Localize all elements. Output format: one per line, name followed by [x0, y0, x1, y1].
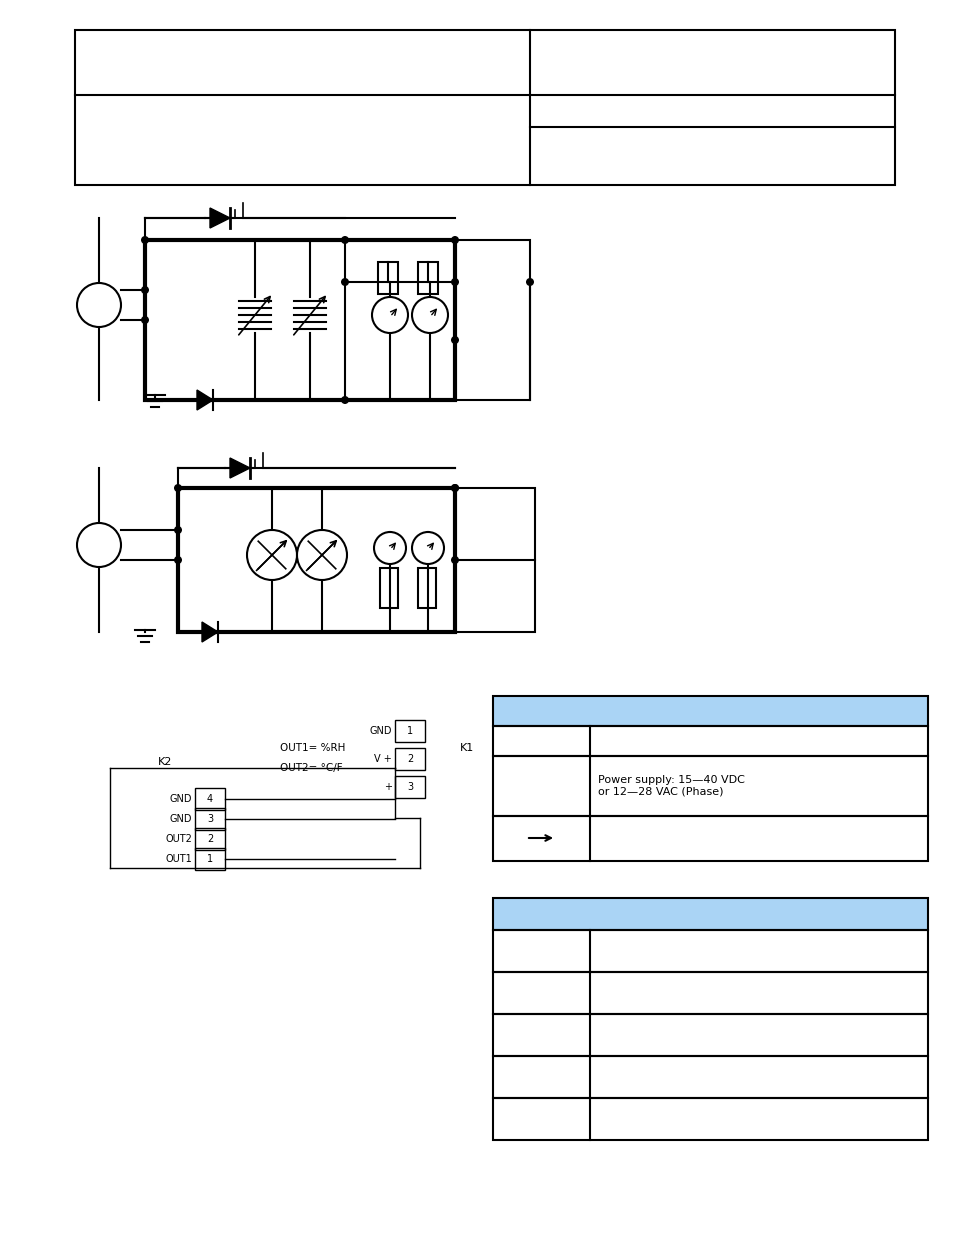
Bar [455, 240, 530, 400]
Polygon shape [210, 207, 230, 228]
Bar [194, 848, 225, 869]
Circle shape [173, 556, 182, 564]
Bar [145, 240, 455, 400]
Bar [493, 1098, 927, 1140]
Bar [455, 488, 535, 632]
Text: GND: GND [170, 814, 192, 824]
Circle shape [247, 530, 296, 580]
Text: OUT1: OUT1 [165, 853, 192, 864]
Text: GND: GND [170, 794, 192, 804]
Circle shape [372, 296, 408, 333]
Circle shape [451, 336, 458, 345]
Circle shape [451, 278, 458, 287]
Bar [178, 488, 455, 632]
Text: OUT2= °C/F: OUT2= °C/F [280, 763, 342, 773]
Circle shape [525, 278, 534, 287]
Polygon shape [230, 458, 250, 478]
Text: K2: K2 [157, 757, 172, 767]
Text: Power supply: 15—40 VDC
or 12—28 VAC (Phase): Power supply: 15—40 VDC or 12—28 VAC (Ph… [598, 776, 744, 797]
Circle shape [141, 316, 149, 324]
Circle shape [451, 556, 458, 564]
Bar [493, 756, 927, 816]
Circle shape [173, 526, 182, 534]
Circle shape [141, 287, 149, 294]
Circle shape [340, 236, 349, 245]
Text: 2: 2 [406, 755, 413, 764]
Bar [417, 262, 437, 294]
Circle shape [340, 278, 349, 287]
Text: V +: V + [374, 755, 392, 764]
Bar [493, 726, 927, 756]
Text: OUT2: OUT2 [165, 834, 192, 844]
Polygon shape [202, 622, 218, 642]
Text: 3: 3 [407, 782, 413, 792]
Bar [417, 568, 436, 608]
Bar [493, 930, 927, 972]
Circle shape [412, 296, 448, 333]
Circle shape [451, 484, 458, 492]
Bar [493, 1056, 927, 1098]
Bar [493, 697, 927, 726]
Bar [194, 827, 225, 850]
Bar [493, 898, 927, 930]
Text: 1: 1 [407, 726, 413, 736]
Text: 3: 3 [207, 814, 213, 824]
Circle shape [141, 236, 149, 245]
Bar [379, 568, 397, 608]
Bar [194, 808, 225, 830]
Bar [493, 972, 927, 1014]
Bar [194, 788, 225, 810]
Circle shape [340, 396, 349, 404]
Circle shape [374, 532, 406, 564]
Circle shape [412, 532, 443, 564]
Circle shape [206, 629, 213, 636]
Circle shape [296, 530, 347, 580]
Polygon shape [196, 390, 213, 410]
Text: OUT1= %RH: OUT1= %RH [280, 743, 345, 753]
Bar [75, 30, 894, 185]
Bar [395, 748, 424, 769]
Text: K1: K1 [459, 743, 474, 753]
Bar [493, 1014, 927, 1056]
Bar [377, 262, 397, 294]
Circle shape [451, 236, 458, 245]
Text: GND: GND [369, 726, 392, 736]
Text: 2: 2 [207, 834, 213, 844]
Bar [395, 776, 424, 798]
Text: 4: 4 [207, 794, 213, 804]
Circle shape [173, 484, 182, 492]
Bar [493, 816, 927, 861]
Circle shape [451, 484, 458, 492]
Circle shape [201, 396, 209, 404]
Text: 1: 1 [207, 853, 213, 864]
Text: +: + [384, 782, 392, 792]
Circle shape [77, 522, 121, 567]
Bar [395, 720, 424, 742]
Circle shape [77, 283, 121, 327]
